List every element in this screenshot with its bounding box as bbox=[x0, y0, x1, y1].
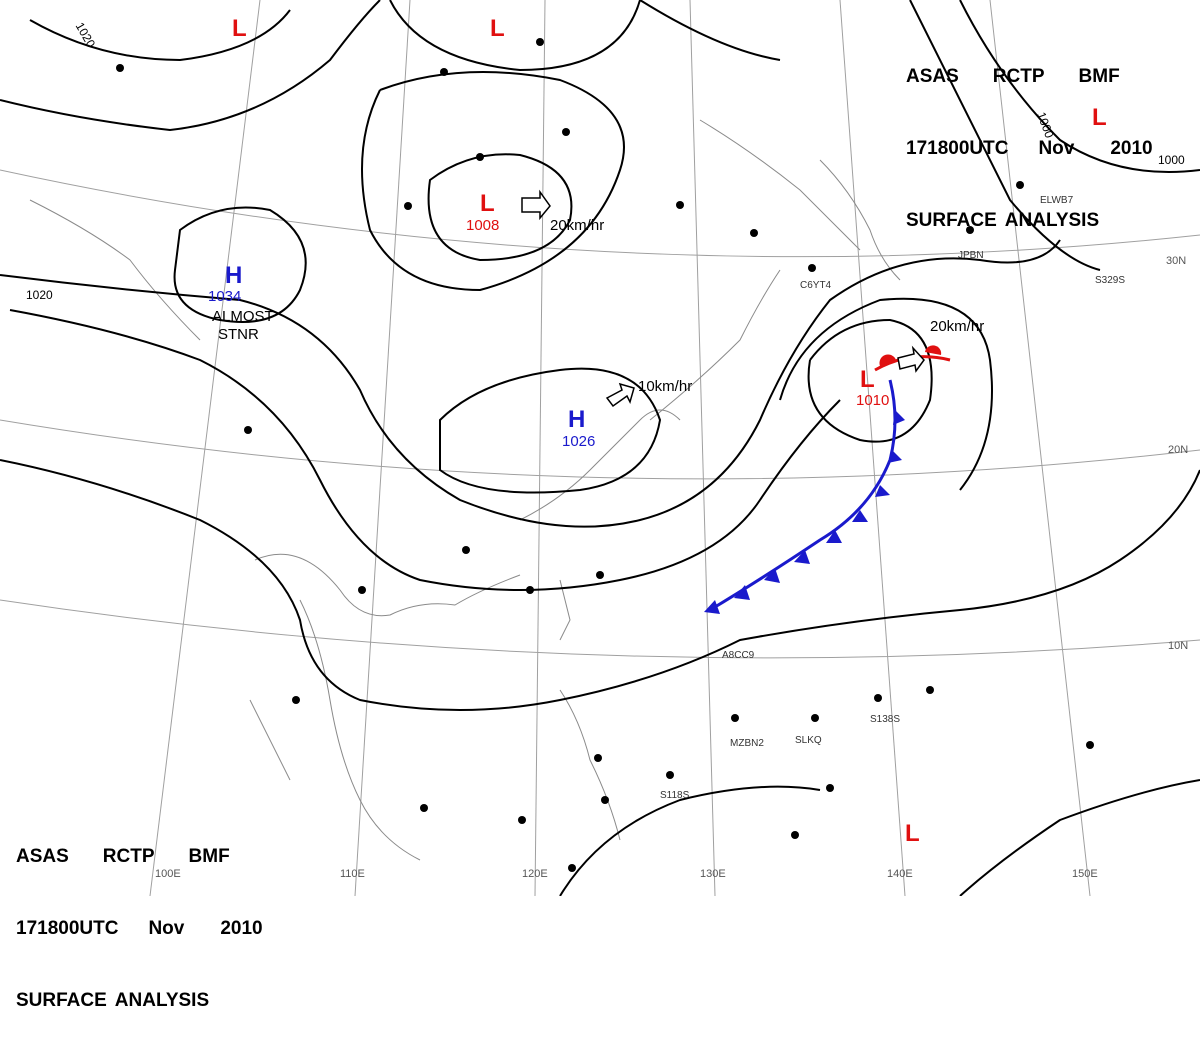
header-code: BMF bbox=[1078, 66, 1120, 87]
station-markers bbox=[116, 38, 1094, 872]
longitude-label: 130E bbox=[700, 868, 726, 880]
longitude-label: 100E bbox=[155, 868, 181, 880]
footer-agency: ASAS bbox=[16, 846, 69, 867]
header-analysis: ANALYSIS bbox=[1004, 210, 1100, 231]
note-almost: ALMOST bbox=[212, 308, 274, 325]
cold-front bbox=[704, 379, 905, 614]
motion-speed-label: 20km/hr bbox=[550, 217, 605, 234]
motion-arrows bbox=[521, 189, 925, 408]
footer-surface: SURFACE bbox=[16, 990, 107, 1011]
isobar-label: 1000 bbox=[1158, 153, 1185, 167]
pressure-center-value: 1008 bbox=[466, 217, 500, 234]
latitude-label: 30N bbox=[1166, 255, 1187, 267]
note-stnr: STNR bbox=[218, 326, 259, 343]
footer-analysis: ANALYSIS bbox=[114, 990, 210, 1011]
map-header-bottom: ASAS RCTP BMF 171800UTC Nov 2010 SURFACE ANAL… bbox=[16, 797, 263, 1037]
station-id: S329S bbox=[1095, 275, 1126, 286]
header-year: 2010 bbox=[1110, 138, 1153, 159]
motion-speed-label: 10km/hr bbox=[638, 378, 693, 395]
station-id: C6YT4 bbox=[800, 280, 832, 291]
header-time: 171800UTC bbox=[906, 138, 1009, 159]
pressure-center-value: 1010 bbox=[856, 392, 890, 409]
header-surface: SURFACE bbox=[906, 210, 997, 231]
station-id: A8CC9 bbox=[722, 650, 755, 661]
pressure-center-value: 1034 bbox=[208, 288, 242, 305]
map-header-top: ASAS RCTP BMF 171800UTC Nov 2010 SURFACE ANAL… bbox=[906, 17, 1153, 257]
header-agency: ASAS bbox=[906, 66, 959, 87]
longitude-label: 140E bbox=[887, 868, 913, 880]
pressure-center-l-letter: L bbox=[860, 366, 875, 393]
station-id: JPBN bbox=[958, 250, 984, 261]
isobar-label: 1020 bbox=[26, 288, 53, 302]
header-month: Nov bbox=[1038, 138, 1075, 159]
longitude-label: 110E bbox=[340, 868, 365, 880]
station-id: SLKQ bbox=[795, 735, 822, 746]
pressure-center-l-letter: L bbox=[232, 15, 247, 42]
longitude-label: 150E bbox=[1072, 868, 1098, 880]
latitude-label: 20N bbox=[1168, 444, 1189, 456]
latitude-label: 10N bbox=[1168, 640, 1189, 652]
footer-code: BMF bbox=[188, 846, 230, 867]
footer-station: RCTP bbox=[102, 846, 155, 867]
longitude-label: 120E bbox=[522, 868, 548, 880]
pressure-center-h-letter: H bbox=[568, 406, 586, 433]
isobars bbox=[0, 0, 1200, 896]
footer-time: 171800UTC bbox=[16, 918, 119, 939]
pressure-center-l-letter: L bbox=[1092, 104, 1107, 131]
footer-year: 2010 bbox=[220, 918, 263, 939]
graticule bbox=[0, 0, 1200, 896]
weather-map bbox=[0, 0, 1200, 896]
station-id: MZBN2 bbox=[730, 738, 764, 749]
station-id: S138S bbox=[870, 714, 901, 725]
station-id: S118S bbox=[660, 790, 690, 801]
motion-speed-label: 20km/hr bbox=[930, 318, 985, 335]
station-id: ELWB7 bbox=[1040, 195, 1074, 206]
pressure-center-l-letter: L bbox=[905, 820, 920, 847]
pressure-center-l-letter: L bbox=[480, 190, 495, 217]
footer-month: Nov bbox=[148, 918, 185, 939]
pressure-center-h-letter: H bbox=[225, 262, 243, 289]
pressure-center-value: 1026 bbox=[562, 433, 596, 450]
coastlines bbox=[29, 119, 901, 861]
header-station: RCTP bbox=[992, 66, 1045, 87]
pressure-center-l-letter: L bbox=[490, 15, 505, 42]
